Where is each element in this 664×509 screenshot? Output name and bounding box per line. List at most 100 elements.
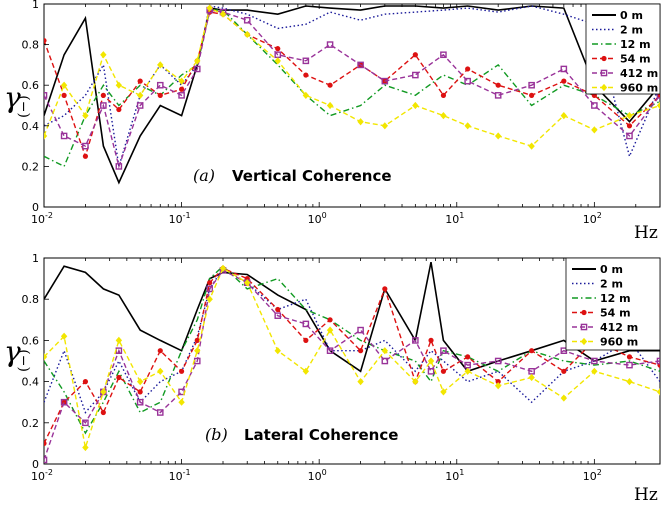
data-point bbox=[357, 326, 364, 334]
data-point bbox=[116, 106, 122, 113]
data-point bbox=[494, 92, 502, 99]
data-point bbox=[115, 336, 123, 344]
data-point bbox=[327, 317, 333, 323]
x-tick-label: 10-2 bbox=[31, 211, 53, 226]
data-point bbox=[303, 72, 309, 78]
data-point bbox=[136, 102, 144, 109]
x-tick-label: 101 bbox=[445, 211, 464, 226]
x-tick-labels: 10-2 10-1 100 101 102 bbox=[31, 468, 602, 483]
data-point bbox=[244, 279, 251, 287]
y-tick-label: 0.6 bbox=[22, 79, 40, 92]
data-point bbox=[207, 280, 213, 286]
data-point bbox=[326, 41, 334, 48]
y-axis-unit: (−) bbox=[16, 95, 32, 118]
x-tick-label: 10-2 bbox=[31, 468, 53, 483]
data-point bbox=[60, 132, 68, 140]
data-point bbox=[115, 81, 123, 89]
legend-marker bbox=[580, 337, 588, 346]
y-tick-label: 0 bbox=[32, 458, 39, 471]
y-tick-labels: 0 0.2 0.4 0.6 0.8 1 bbox=[22, 252, 49, 471]
data-point bbox=[302, 320, 310, 328]
y-axis-unit: (−) bbox=[16, 349, 32, 372]
data-point bbox=[412, 337, 419, 344]
data-point bbox=[100, 102, 107, 109]
data-point bbox=[656, 388, 660, 396]
data-point bbox=[44, 456, 48, 464]
data-point bbox=[82, 379, 89, 385]
data-point bbox=[561, 78, 567, 84]
series-line-0m bbox=[44, 261, 660, 373]
data-point bbox=[82, 153, 89, 159]
data-point bbox=[178, 77, 185, 85]
legend-box bbox=[565, 257, 661, 351]
data-point bbox=[275, 46, 281, 52]
data-point bbox=[464, 77, 471, 85]
x-tick-label: 102 bbox=[583, 211, 602, 226]
x-tick-label: 100 bbox=[308, 468, 327, 483]
data-point bbox=[560, 112, 568, 120]
data-point bbox=[412, 378, 419, 386]
data-point bbox=[626, 354, 633, 360]
panel-label: (b) bbox=[205, 425, 228, 444]
legend-marker bbox=[600, 69, 608, 77]
y-tick-label: 0.2 bbox=[22, 160, 40, 173]
data-point bbox=[194, 57, 201, 65]
data-point bbox=[357, 378, 364, 386]
legend-label: 54 m bbox=[620, 53, 651, 66]
legend-marker bbox=[600, 83, 608, 92]
data-point bbox=[136, 398, 144, 406]
data-point bbox=[44, 92, 48, 99]
data-point bbox=[528, 81, 535, 89]
legend-label: 960 m bbox=[620, 82, 658, 95]
legend-marker bbox=[601, 55, 607, 62]
data-point bbox=[626, 112, 633, 120]
data-point bbox=[194, 347, 201, 355]
y-tick-label: 0.4 bbox=[22, 120, 40, 133]
data-point bbox=[219, 10, 227, 18]
data-point bbox=[326, 326, 334, 334]
data-point bbox=[357, 61, 364, 69]
legend-label: 2 m bbox=[600, 278, 623, 291]
data-point bbox=[44, 353, 48, 361]
legend-label: 960 m bbox=[600, 336, 638, 349]
data-point bbox=[303, 337, 309, 343]
plot-frame bbox=[43, 257, 661, 465]
legend-box bbox=[585, 3, 661, 95]
data-point bbox=[326, 347, 334, 355]
y-tick-label: 0.8 bbox=[22, 293, 40, 306]
data-point bbox=[591, 126, 598, 134]
series-clip bbox=[44, 261, 660, 464]
x-tick-label: 100 bbox=[308, 211, 327, 226]
y-tick-label: 0.4 bbox=[22, 376, 40, 389]
x-axis-unit: Hz bbox=[634, 485, 658, 505]
plot-frame bbox=[43, 3, 661, 208]
data-point bbox=[465, 66, 471, 72]
legend-label: 54 m bbox=[600, 307, 631, 320]
data-point bbox=[116, 374, 122, 381]
legend-label: 12 m bbox=[600, 292, 631, 305]
data-point bbox=[157, 92, 163, 98]
panel-label: (a) bbox=[193, 166, 215, 185]
data-point bbox=[60, 81, 68, 89]
data-point bbox=[157, 61, 164, 69]
data-point bbox=[206, 295, 213, 303]
data-point bbox=[82, 112, 89, 120]
legend-marker bbox=[581, 309, 587, 316]
x-tick-label: 10-1 bbox=[169, 211, 191, 226]
legend-label: 0 m bbox=[620, 9, 643, 22]
data-point bbox=[82, 142, 89, 150]
y-tick-label: 0.8 bbox=[22, 39, 40, 52]
data-point bbox=[100, 409, 106, 416]
data-point bbox=[178, 368, 185, 374]
data-point bbox=[494, 357, 502, 365]
chart-title: Vertical Coherence bbox=[232, 167, 392, 185]
chart-title: Lateral Coherence bbox=[244, 426, 398, 444]
data-point bbox=[440, 388, 447, 396]
data-point bbox=[495, 379, 501, 385]
data-point bbox=[100, 388, 107, 396]
data-point bbox=[302, 91, 310, 99]
data-point bbox=[494, 382, 502, 390]
legend-label: 0 m bbox=[600, 263, 623, 276]
data-point bbox=[428, 337, 434, 343]
